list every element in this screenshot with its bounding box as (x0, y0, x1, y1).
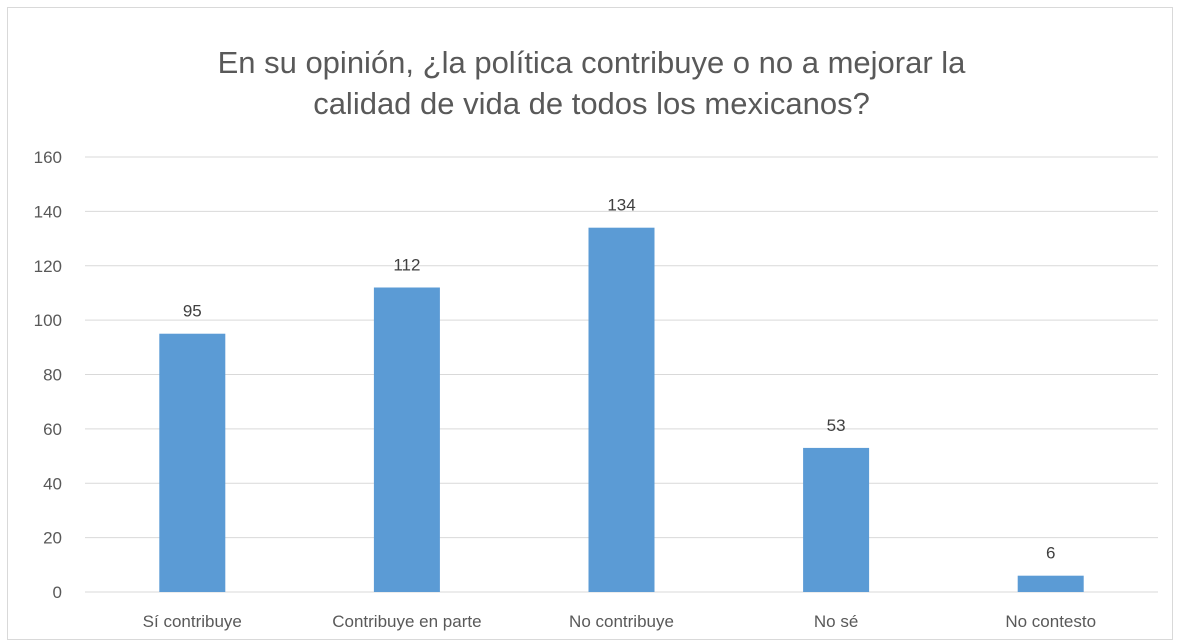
data-label: 112 (393, 256, 420, 275)
bar (373, 287, 440, 592)
bar (1017, 575, 1084, 592)
data-label: 95 (183, 302, 202, 321)
bar (803, 447, 870, 592)
data-label: 6 (1046, 544, 1055, 563)
y-tick-label: 60 (43, 420, 62, 439)
y-tick-label: 100 (34, 311, 62, 330)
y-tick-label: 160 (34, 148, 62, 167)
y-tick-label: 20 (43, 529, 62, 548)
chart-title-line-2: calidad de vida de todos los mexicanos? (313, 86, 870, 121)
y-tick-label: 140 (34, 202, 62, 221)
y-tick-label: 80 (43, 366, 62, 385)
x-tick-label: No contribuye (569, 612, 674, 631)
x-tick-label: No sé (814, 612, 858, 631)
y-tick-label: 120 (34, 257, 62, 276)
x-tick-label: Sí contribuye (143, 612, 242, 631)
bar (159, 333, 226, 592)
y-tick-label: 40 (43, 474, 62, 493)
bar (588, 227, 655, 592)
data-label: 134 (607, 196, 635, 215)
x-tick-label: No contesto (1005, 612, 1096, 631)
chart-title: En su opinión, ¿la política contribuye o… (0, 42, 1183, 124)
y-tick-label: 0 (53, 583, 62, 602)
chart-title-line-1: En su opinión, ¿la política contribuye o… (217, 45, 966, 80)
data-label: 53 (827, 416, 846, 435)
x-tick-label: Contribuye en parte (332, 612, 481, 631)
